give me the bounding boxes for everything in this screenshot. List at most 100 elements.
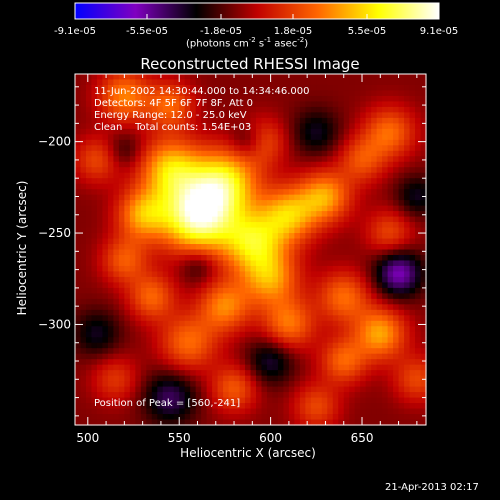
heatmap-cell <box>360 370 367 377</box>
heatmap-cell <box>343 112 350 119</box>
heatmap-cell <box>234 260 241 267</box>
heatmap-cell <box>250 90 257 97</box>
heatmap-cell <box>398 260 405 267</box>
heatmap-cell <box>179 112 186 119</box>
heatmap-cell <box>223 200 230 207</box>
heatmap-cell <box>113 298 120 305</box>
heatmap-cell <box>393 233 400 240</box>
heatmap-cell <box>272 260 279 267</box>
heatmap-cell <box>228 397 235 404</box>
heatmap-cell <box>382 90 389 97</box>
heatmap-cell <box>376 178 383 185</box>
heatmap-cell <box>129 315 136 322</box>
heatmap-cell <box>261 370 268 377</box>
heatmap-cell <box>321 419 328 426</box>
heatmap-cell <box>261 293 268 300</box>
heatmap-cell <box>349 211 356 218</box>
heatmap-cell <box>332 128 339 135</box>
heatmap-cell <box>140 276 147 283</box>
heatmap-cell <box>85 194 93 201</box>
heatmap-cell <box>234 106 241 113</box>
heatmap-cell <box>261 320 268 327</box>
heatmap-cell <box>316 238 323 245</box>
heatmap-cell <box>387 238 394 245</box>
heatmap-cell <box>118 145 125 152</box>
heatmap-cell <box>250 375 257 382</box>
heatmap-cell <box>409 101 416 108</box>
heatmap-cell <box>107 161 114 168</box>
heatmap-cell <box>124 293 131 300</box>
heatmap-cell <box>294 106 301 113</box>
heatmap-cell <box>283 205 290 212</box>
heatmap-cell <box>113 348 120 355</box>
heatmap-cell <box>387 381 394 388</box>
heatmap-cell <box>184 156 191 163</box>
heatmap-cell <box>184 249 191 256</box>
heatmap-cell <box>129 309 136 316</box>
heatmap-cell <box>305 90 312 97</box>
heatmap-cell <box>168 79 175 86</box>
heatmap-cell <box>190 200 197 207</box>
heatmap-cell <box>283 287 290 294</box>
heatmap-cell <box>129 194 136 201</box>
heatmap-cell <box>327 403 334 410</box>
heatmap-cell <box>272 287 279 294</box>
heatmap-cell <box>201 128 208 135</box>
heatmap-cell <box>223 287 230 294</box>
heatmap-cell <box>349 74 356 81</box>
heatmap-cell <box>398 123 405 130</box>
heatmap-cell <box>266 260 274 267</box>
heatmap-cell <box>360 156 367 163</box>
heatmap-cell <box>75 106 82 113</box>
heatmap-cell <box>338 156 345 163</box>
heatmap-cell <box>250 298 257 305</box>
heatmap-cell <box>157 320 164 327</box>
heatmap-cell <box>409 287 416 294</box>
heatmap-cell <box>91 271 98 278</box>
heatmap-cell <box>360 216 367 223</box>
heatmap-cell <box>190 84 197 92</box>
heatmap-cell <box>288 386 295 393</box>
heatmap-cell <box>102 287 109 294</box>
heatmap-cell <box>409 95 416 103</box>
heatmap-cell <box>332 309 339 316</box>
heatmap-cell <box>157 183 164 190</box>
heatmap-cell <box>118 249 125 256</box>
heatmap-cell <box>212 74 219 81</box>
heatmap-cell <box>332 95 339 103</box>
heatmap-cell <box>376 172 383 179</box>
heatmap-cell <box>206 309 213 316</box>
heatmap-cell <box>343 216 350 223</box>
heatmap-cell <box>255 106 263 113</box>
heatmap-cell <box>393 134 400 141</box>
heatmap-cell <box>409 183 416 190</box>
heatmap-cell <box>310 200 317 207</box>
heatmap-cell <box>85 145 93 152</box>
heatmap-cell <box>217 381 224 388</box>
heatmap-cell <box>245 326 252 333</box>
heatmap-cell <box>294 419 301 426</box>
heatmap-cell <box>184 276 191 283</box>
heatmap-cell <box>393 271 400 278</box>
heatmap-cell <box>179 227 186 234</box>
heatmap-cell <box>376 320 383 327</box>
heatmap-cell <box>250 189 257 196</box>
heatmap-cell <box>272 392 279 399</box>
heatmap-cell <box>195 150 202 157</box>
heatmap-cell <box>96 342 104 349</box>
heatmap-cell <box>305 183 312 190</box>
heatmap-cell <box>124 222 131 229</box>
heatmap-cell <box>299 304 306 311</box>
heatmap-cell <box>393 320 400 327</box>
heatmap-cell <box>415 315 422 322</box>
heatmap-cell <box>376 183 383 190</box>
heatmap-cell <box>371 189 378 196</box>
heatmap-cell <box>288 249 295 256</box>
heatmap-cell <box>75 304 82 311</box>
heatmap-cell <box>80 254 87 262</box>
heatmap-cell <box>365 205 372 212</box>
heatmap-cell <box>135 189 142 196</box>
heatmap-cell <box>327 276 334 283</box>
heatmap-cell <box>272 364 279 371</box>
heatmap-cell <box>415 90 422 97</box>
